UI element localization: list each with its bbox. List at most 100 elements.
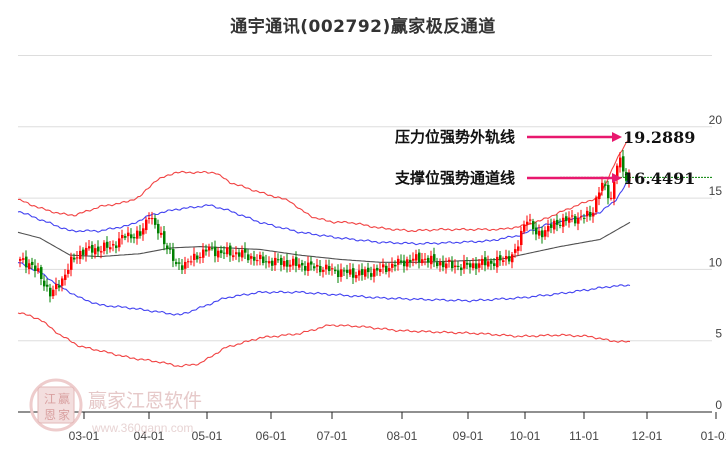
candle-up xyxy=(511,254,514,263)
candle-down xyxy=(493,263,496,267)
candle-down xyxy=(499,255,502,261)
candle-up xyxy=(241,250,244,258)
watermark: 江 赢 恩 家 赢家江恩软件 www.360gann.com xyxy=(29,378,202,435)
candle-down xyxy=(604,184,607,186)
candle-up xyxy=(322,269,325,272)
candle-up xyxy=(517,246,520,251)
candle-down xyxy=(370,273,373,277)
candle-up xyxy=(424,258,427,260)
candle-up xyxy=(505,255,508,260)
candle-up xyxy=(19,258,22,261)
candle-up xyxy=(520,230,523,246)
candle-up xyxy=(85,247,88,256)
candle-up xyxy=(190,261,193,263)
candle-up xyxy=(502,260,505,262)
candle-down xyxy=(550,224,553,228)
candle-up xyxy=(22,258,25,260)
support-value: 16.4491 xyxy=(623,169,695,188)
candle-down xyxy=(337,270,340,277)
y-axis: 0 5 10 15 20 xyxy=(709,113,723,412)
candle-up xyxy=(217,250,220,258)
x-tick-label: 09-01 xyxy=(453,429,484,443)
candle-down xyxy=(607,184,610,199)
candle-down xyxy=(352,268,355,278)
candle-up xyxy=(199,256,202,258)
candle-up xyxy=(613,181,616,199)
candle-down xyxy=(220,250,223,254)
candle-down xyxy=(361,269,364,275)
candle-down xyxy=(385,265,388,272)
candle-up xyxy=(592,212,595,217)
y-tick-label: 5 xyxy=(715,327,722,341)
middle-line xyxy=(17,221,631,263)
candle-down xyxy=(238,252,241,257)
candle-up xyxy=(100,251,103,253)
candle-down xyxy=(130,234,133,239)
candle-down xyxy=(247,254,250,261)
candle-up xyxy=(259,254,262,260)
candle-up xyxy=(415,254,418,261)
candle-up xyxy=(616,165,619,181)
candle-up xyxy=(160,232,163,235)
candle-up xyxy=(151,218,154,220)
candle-up xyxy=(298,264,301,268)
candle-down xyxy=(532,221,535,230)
candle-down xyxy=(334,269,337,272)
candle-up xyxy=(103,242,106,252)
candle-up xyxy=(553,220,556,230)
candle-up xyxy=(88,246,91,249)
candle-up xyxy=(577,217,580,224)
candle-down xyxy=(625,172,628,181)
candle-up xyxy=(250,256,253,259)
candle-down xyxy=(31,261,34,265)
candle-up xyxy=(61,278,64,286)
candle-down xyxy=(82,249,85,255)
x-tick-label: 08-01 xyxy=(387,429,418,443)
candle-up xyxy=(232,255,235,258)
candle-down xyxy=(163,231,166,245)
arrow-right-icon xyxy=(612,132,622,142)
candle-down xyxy=(559,224,562,226)
candle-up xyxy=(79,250,82,260)
candle-down xyxy=(91,244,94,253)
candle-up xyxy=(430,255,433,265)
x-tick-label: 04-01 xyxy=(134,429,165,443)
candle-down xyxy=(442,261,445,268)
watermark-seal-char: 恩 xyxy=(44,408,56,422)
candle-up xyxy=(412,258,415,261)
candle-down xyxy=(46,284,49,287)
candle-up xyxy=(388,268,391,272)
candle-up xyxy=(373,268,376,277)
candle-down xyxy=(460,267,463,271)
x-axis: 03-01 04-01 05-01 06-01 07-01 08-01 09-01 10-01… xyxy=(18,411,726,443)
candle-up xyxy=(547,225,550,232)
y-tick-label: 15 xyxy=(709,184,723,198)
resistance-value: 19.2889 xyxy=(623,128,695,147)
candle-up xyxy=(406,259,409,267)
candle-down xyxy=(181,265,184,270)
candle-down xyxy=(469,263,472,268)
candle-up xyxy=(568,217,571,223)
candle-up xyxy=(145,219,148,231)
candle-up xyxy=(94,248,97,255)
lower-outer-band xyxy=(17,312,631,368)
candle-down xyxy=(244,248,247,253)
candle-down xyxy=(115,245,118,248)
resistance-label: 压力位强势外轨线 xyxy=(395,128,515,146)
candle-down xyxy=(484,257,487,266)
candle-up xyxy=(340,269,343,277)
watermark-seal-char: 赢 xyxy=(58,391,70,406)
candle-down xyxy=(211,248,214,250)
candle-up xyxy=(64,274,67,280)
candle-down xyxy=(400,260,403,262)
candle-up xyxy=(67,269,70,274)
candle-up xyxy=(316,264,319,267)
watermark-seal-icon xyxy=(29,378,83,432)
candle-down xyxy=(214,246,217,257)
candle-down xyxy=(301,262,304,266)
candle-up xyxy=(454,265,457,268)
candle-up xyxy=(571,215,574,217)
candle-up xyxy=(463,261,466,269)
x-tick-label: 07-01 xyxy=(317,429,348,443)
